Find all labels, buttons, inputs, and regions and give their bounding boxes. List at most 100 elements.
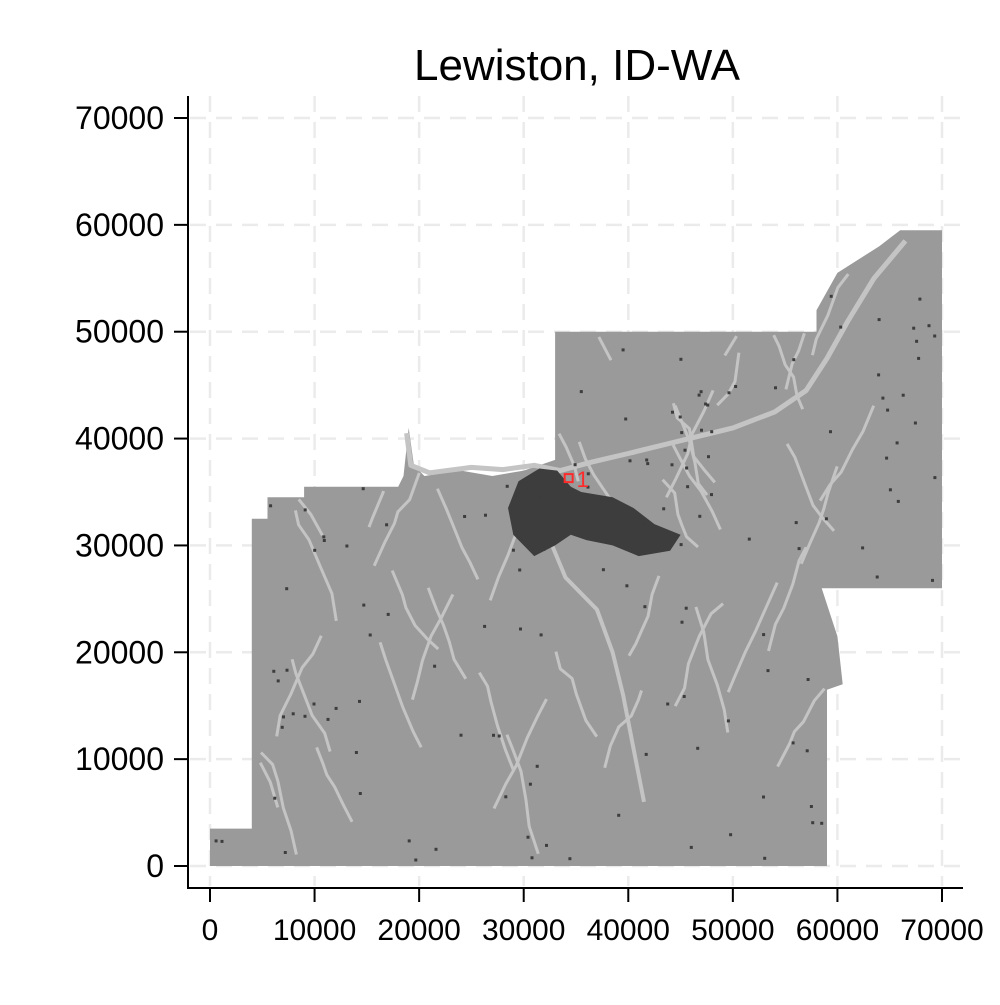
developed-cell (617, 813, 621, 817)
stream (293, 510, 338, 622)
developed-cell (273, 796, 277, 800)
developed-cell (697, 393, 701, 397)
developed-cell (434, 847, 438, 851)
developed-cell (763, 856, 767, 860)
developed-cell (917, 356, 921, 360)
developed-cell (285, 587, 289, 591)
region-land (210, 230, 942, 866)
developed-cell (805, 749, 809, 753)
stream (671, 444, 722, 531)
developed-cell (643, 605, 647, 609)
developed-cell (568, 857, 572, 861)
developed-cell (291, 712, 295, 716)
developed-cell (385, 523, 389, 527)
chart-title: Lewiston, ID-WA (414, 41, 741, 90)
developed-cell (459, 733, 463, 737)
y-tick-label: 0 (146, 848, 164, 884)
stream (784, 332, 806, 390)
developed-cell (918, 297, 922, 301)
stream (810, 273, 850, 356)
stream (478, 671, 515, 771)
stream (723, 335, 738, 357)
stream (297, 498, 324, 537)
x-tick-label: 40000 (587, 914, 670, 947)
developed-cell (680, 620, 684, 624)
developed-cell (766, 669, 770, 673)
developed-cell (542, 547, 546, 551)
developed-cell (886, 408, 890, 412)
developed-cell (881, 396, 885, 400)
developed-cell (913, 421, 917, 425)
y-tick-label: 10000 (75, 741, 164, 777)
x-tick-label: 50000 (691, 914, 774, 947)
developed-cell (414, 858, 418, 862)
highlighted-point-label: 1 (577, 467, 589, 492)
developed-cell (710, 493, 713, 497)
developed-cell (683, 448, 687, 452)
stream (410, 593, 455, 701)
x-tick-label: 70000 (900, 914, 983, 947)
developed-cell (931, 578, 934, 582)
developed-cell (710, 430, 714, 434)
developed-cell (586, 485, 590, 489)
stream (673, 602, 725, 707)
stream (492, 698, 548, 810)
stream (776, 687, 826, 768)
developed-cell (699, 390, 703, 394)
developed-cell (662, 507, 666, 511)
developed-cell (535, 764, 539, 768)
developed-cell (504, 795, 508, 799)
developed-cell (811, 821, 815, 825)
developed-cell (386, 612, 390, 616)
y-tick-label: 70000 (75, 100, 164, 136)
developed-cell (734, 385, 738, 388)
stream (726, 581, 779, 693)
developed-cell (896, 499, 900, 503)
developed-cell (505, 484, 509, 488)
y-tick-label: 30000 (75, 527, 164, 563)
y-tick-label: 40000 (75, 421, 164, 457)
stream (275, 635, 323, 737)
developed-cell (358, 792, 362, 795)
developed-cell (526, 835, 530, 839)
stream (767, 546, 808, 652)
developed-cell (632, 538, 636, 542)
developed-cell (624, 417, 628, 421)
stream (818, 405, 876, 502)
developed-cell (707, 455, 710, 459)
developed-cell (528, 782, 532, 786)
developed-cell (285, 668, 289, 672)
developed-cell (794, 521, 798, 525)
developed-cell (682, 695, 686, 698)
developed-cell (545, 843, 548, 847)
developed-cell (729, 833, 733, 837)
developed-cell (829, 294, 833, 298)
developed-cell (601, 568, 605, 572)
developed-cell (933, 334, 937, 338)
axes: 0 10000 20000 30000 40000 50000 60000 70000 0 100… (75, 96, 984, 947)
developed-cell (700, 428, 703, 432)
developed-cell (573, 518, 577, 521)
developed-cell (511, 548, 515, 552)
developed-cell (492, 733, 495, 737)
x-tick-label: 0 (202, 914, 219, 947)
developed-cell (762, 633, 766, 637)
stream (557, 432, 580, 482)
developed-cell (877, 373, 881, 377)
developed-cell (704, 402, 708, 406)
y-tick-label: 60000 (75, 207, 164, 243)
developed-cell (678, 415, 682, 419)
developed-cell (726, 719, 730, 723)
developed-cell (645, 458, 649, 462)
developed-cell (322, 539, 326, 542)
developed-cell (345, 544, 349, 548)
developed-cell (696, 746, 700, 750)
y-tick-label: 50000 (75, 314, 164, 350)
developed-cell (706, 403, 710, 407)
developed-cell (214, 839, 218, 843)
developed-cell (625, 584, 629, 588)
developed-cell (679, 543, 683, 547)
stream (661, 478, 700, 549)
developed-cell (283, 851, 287, 854)
developed-cell (322, 535, 326, 539)
